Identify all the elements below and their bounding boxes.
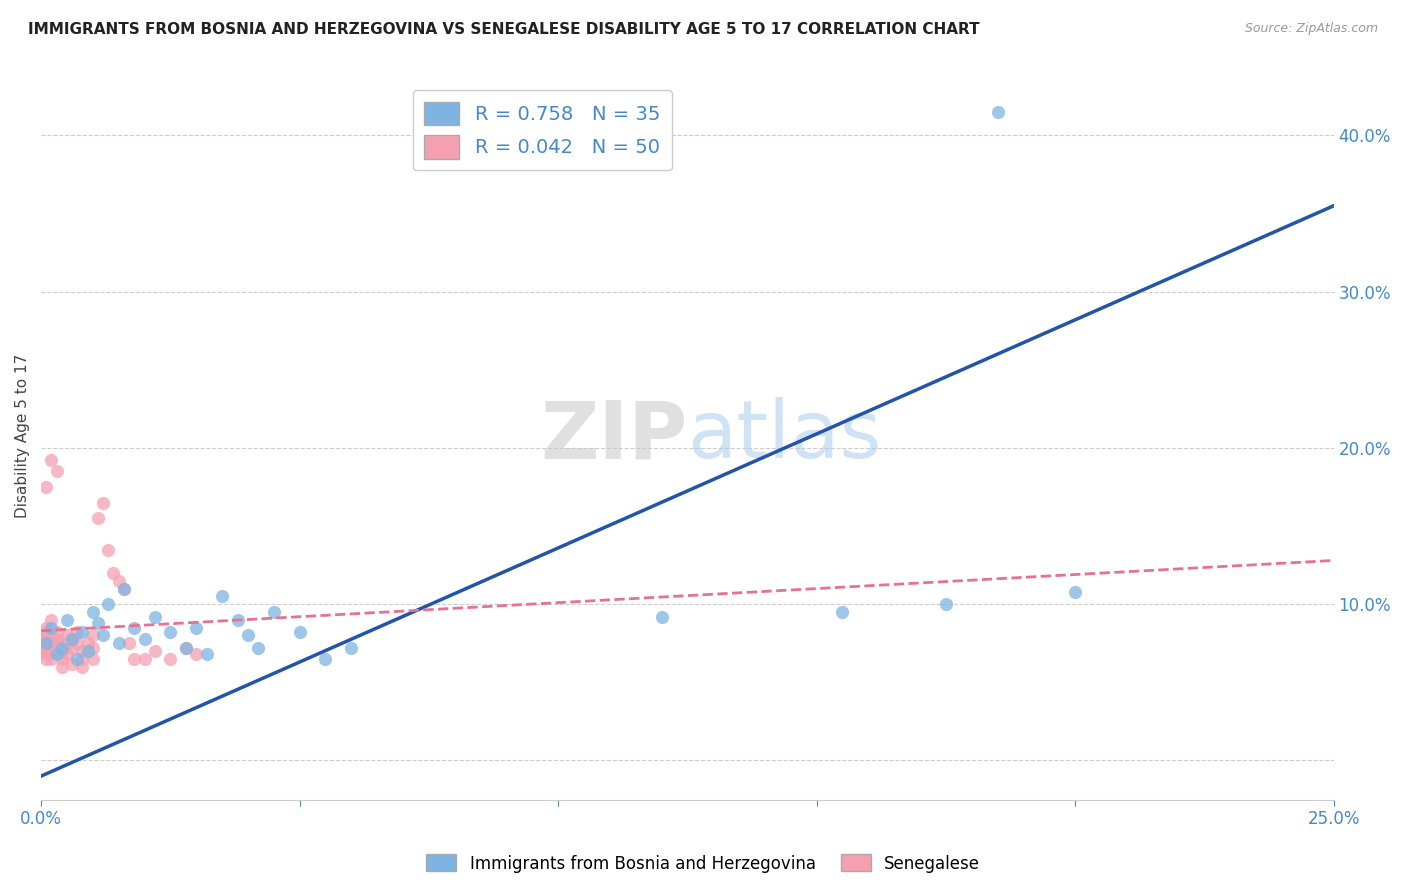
Point [56,636,79,650]
Point [35,636,58,650]
Point [51,652,73,666]
Point [35,632,58,646]
Point [143,609,166,624]
Point [45,647,67,661]
Point [51,644,73,658]
Point [122,621,145,635]
Point [35,625,58,640]
Point [72,659,94,673]
Point [41,652,63,666]
Point [56,613,79,627]
Point [66,625,89,640]
Point [226,613,249,627]
Point [35,480,58,494]
Point [45,464,67,478]
Legend: Immigrants from Bosnia and Herzegovina, Senegalese: Immigrants from Bosnia and Herzegovina, … [419,847,987,880]
Point [66,652,89,666]
Point [134,652,156,666]
Point [41,636,63,650]
Point [263,605,285,619]
Point [143,644,166,658]
Point [72,625,94,640]
Point [51,659,73,673]
Point [159,625,181,640]
Point [60,632,83,646]
Point [107,636,129,650]
Point [107,574,129,588]
Point [91,628,114,642]
Point [41,621,63,635]
Point [30,644,52,658]
Legend: R = 0.758   N = 35, R = 0.042   N = 50: R = 0.758 N = 35, R = 0.042 N = 50 [413,90,672,170]
Point [82,640,104,655]
Point [35,652,58,666]
Point [87,615,110,630]
Point [247,640,270,655]
Point [97,542,120,557]
Point [51,640,73,655]
Point [118,636,141,650]
Text: Source: ZipAtlas.com: Source: ZipAtlas.com [1244,22,1378,36]
Point [72,644,94,658]
Point [112,582,135,596]
Point [186,621,208,635]
Point [82,652,104,666]
Point [186,647,208,661]
Point [60,657,83,671]
Point [987,105,1010,120]
Point [56,628,79,642]
Point [30,628,52,642]
Point [831,605,853,619]
Point [314,652,336,666]
Text: ZIP: ZIP [540,397,688,475]
Point [76,636,98,650]
Point [66,636,89,650]
Point [72,652,94,666]
Point [174,640,197,655]
Point [236,628,259,642]
Point [1064,584,1087,599]
Point [35,647,58,661]
Point [651,609,673,624]
Point [30,636,52,650]
Point [103,566,125,580]
Point [45,625,67,640]
Point [41,644,63,658]
Point [45,632,67,646]
Point [41,453,63,467]
Text: IMMIGRANTS FROM BOSNIA AND HERZEGOVINA VS SENEGALESE DISABILITY AGE 5 TO 17 CORR: IMMIGRANTS FROM BOSNIA AND HERZEGOVINA V… [28,22,980,37]
Point [91,496,114,510]
Point [174,640,197,655]
Point [82,605,104,619]
Point [134,632,156,646]
Point [195,647,218,661]
Point [56,647,79,661]
Point [211,590,233,604]
Point [35,621,58,635]
Point [288,625,311,640]
Point [340,640,363,655]
Point [87,511,110,525]
Point [112,582,135,596]
Point [60,632,83,646]
Point [45,636,67,650]
Y-axis label: Disability Age 5 to 17: Disability Age 5 to 17 [15,354,30,518]
Point [122,652,145,666]
Point [159,652,181,666]
Point [35,640,58,655]
Point [97,597,120,611]
Point [935,597,957,611]
Point [60,640,83,655]
Text: atlas: atlas [688,397,882,475]
Point [41,613,63,627]
Point [76,644,98,658]
Point [82,628,104,642]
